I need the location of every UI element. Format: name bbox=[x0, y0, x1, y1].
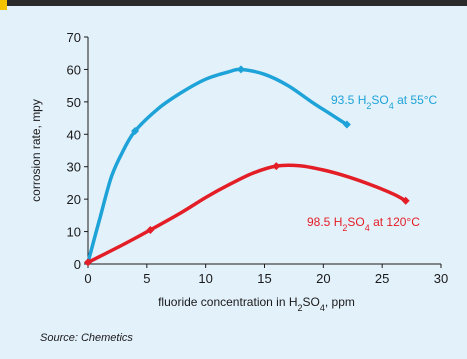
y-tick-label: 0 bbox=[74, 257, 81, 272]
series-marker-1 bbox=[272, 162, 281, 171]
series-line-1 bbox=[86, 163, 408, 265]
series-label-98-5: 98.5 H2SO4 at 120°C bbox=[307, 215, 420, 233]
series-label-93-5: 93.5 H2SO4 at 55°C bbox=[331, 93, 438, 111]
x-tick-label: 5 bbox=[143, 271, 150, 286]
header-accent bbox=[0, 0, 7, 10]
source-note: Source: Chemetics bbox=[40, 332, 133, 344]
series-marker-0 bbox=[131, 127, 140, 136]
series-marker-1 bbox=[146, 225, 155, 234]
x-axis-label: fluoride concentration in H2SO4, ppm bbox=[158, 295, 355, 313]
y-tick-label: 50 bbox=[67, 95, 81, 110]
x-tick-label: 25 bbox=[375, 271, 389, 286]
y-tick-label: 10 bbox=[67, 225, 81, 240]
series-line-0 bbox=[86, 67, 349, 265]
series-marker-0 bbox=[342, 120, 351, 129]
corrosion-chart: 0 10 20 30 40 50 60 70 0 5 10 15 20 25 30 corrosion r… bbox=[29, 30, 448, 313]
x-tick-label: 20 bbox=[316, 271, 330, 286]
series-group bbox=[84, 65, 410, 267]
y-axis-label: corrosion rate, mpy bbox=[29, 99, 43, 202]
series-marker-0 bbox=[236, 65, 245, 74]
series-marker-1 bbox=[84, 258, 92, 267]
x-tick-label: 30 bbox=[434, 271, 448, 286]
y-tick-label: 70 bbox=[67, 30, 81, 45]
y-tick-label: 20 bbox=[67, 192, 81, 207]
y-ticks: 0 10 20 30 40 50 60 70 bbox=[67, 30, 88, 272]
x-tick-label: 10 bbox=[198, 271, 212, 286]
y-tick-label: 40 bbox=[67, 127, 81, 142]
series-marker-1 bbox=[401, 196, 410, 205]
x-ticks: 0 5 10 15 20 25 30 bbox=[84, 264, 448, 286]
y-tick-label: 30 bbox=[67, 160, 81, 175]
x-tick-label: 15 bbox=[257, 271, 271, 286]
header-bar bbox=[0, 0, 467, 6]
x-tick-label: 0 bbox=[84, 271, 91, 286]
y-tick-label: 60 bbox=[67, 62, 81, 77]
